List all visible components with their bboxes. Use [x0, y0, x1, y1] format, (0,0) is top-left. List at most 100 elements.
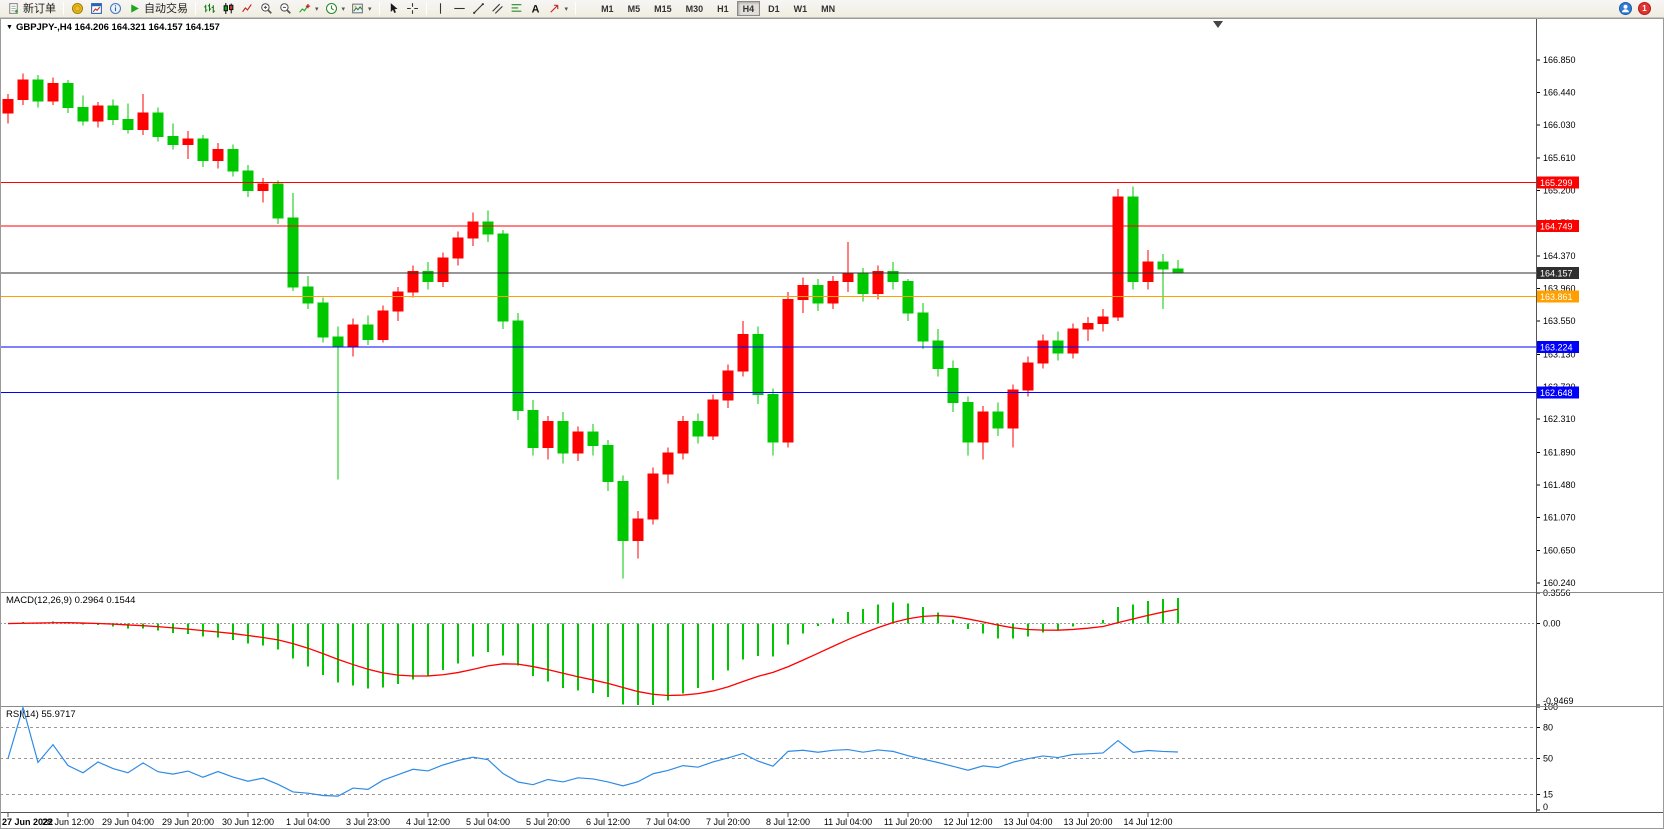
price-tick-label: 165.610	[1543, 153, 1576, 163]
notifications-button[interactable]: 1	[1638, 2, 1652, 16]
time-tick-label: 13 Jul 04:00	[1003, 817, 1052, 827]
support-line-163224[interactable]: 163.224	[0, 340, 1579, 353]
chart-canvas[interactable]: 166.850 166.440 166.030 165.610 165.200 164.7…	[0, 18, 1664, 829]
time-tick-label: 7 Jul 20:00	[706, 817, 750, 827]
periods-button[interactable]: ▾	[322, 1, 349, 17]
auto-trading-button[interactable]: 自动交易	[125, 1, 191, 17]
time-tick-label: 30 Jun 12:00	[222, 817, 274, 827]
toolbar-right-group: 1	[1619, 2, 1660, 16]
data-window-button[interactable]	[87, 1, 106, 17]
trendline-button[interactable]	[469, 1, 488, 17]
candlestick-chart-button[interactable]	[219, 1, 238, 17]
price-tick-label: 163.960	[1543, 284, 1576, 294]
notification-count-badge: 1	[1642, 3, 1647, 13]
time-tick-label: 3 Jul 23:00	[346, 817, 390, 827]
bid-price-line[interactable]: 164.157	[0, 267, 1579, 280]
market-watch-button[interactable]	[68, 1, 87, 17]
toolbar-separator	[575, 2, 577, 15]
timeframe-d1-button[interactable]: D1	[762, 1, 786, 16]
price-tick-label: 161.890	[1543, 447, 1576, 457]
community-button[interactable]	[1619, 2, 1633, 16]
time-tick-label: 28 Jun 12:00	[42, 817, 94, 827]
cursor-button[interactable]	[384, 1, 403, 17]
rsi-line	[7, 705, 1179, 797]
price-tick-label: 166.440	[1543, 87, 1576, 97]
templates-button[interactable]: ▾	[348, 1, 375, 17]
timeframe-w1-button[interactable]: W1	[788, 1, 814, 16]
toolbar-separator	[425, 2, 427, 15]
vertical-line-button[interactable]	[431, 1, 450, 17]
indicators-button[interactable]: ▾	[295, 1, 322, 17]
price-tag-label: 165.299	[1540, 178, 1573, 188]
price-tick-label: 162.310	[1543, 414, 1576, 424]
toolbar-separator	[378, 2, 380, 15]
time-tick-label: 29 Jun 20:00	[162, 817, 214, 827]
zoom-out-button[interactable]	[276, 1, 295, 17]
new-order-button[interactable]: 新订单	[4, 1, 59, 17]
candles-layer[interactable]	[2, 73, 1184, 579]
bar-chart-button[interactable]	[200, 1, 219, 17]
price-tick-label: 161.070	[1543, 512, 1576, 522]
zoom-in-button[interactable]	[257, 1, 276, 17]
time-tick-label: 11 Jul 04:00	[824, 817, 872, 827]
timeframe-h4-button[interactable]: H4	[736, 1, 761, 16]
chart-context-arrow-icon[interactable]: ▼	[6, 24, 13, 31]
price-tick-label: 163.130	[1543, 349, 1576, 359]
macd-scale-label: 0.00	[1543, 619, 1561, 629]
price-tag-label: 162.648	[1540, 388, 1573, 398]
arrows-button[interactable]: ▾	[545, 1, 572, 17]
toolbar-separator	[63, 2, 64, 15]
support-line-162648[interactable]: 162.648	[0, 386, 1579, 399]
price-tick-label: 166.030	[1543, 120, 1576, 130]
timeframe-mn-button[interactable]: MN	[815, 1, 841, 16]
time-tick-label: 5 Jul 04:00	[466, 817, 510, 827]
time-tick-label: 14 Jul 12:00	[1123, 817, 1172, 827]
macd-signal-line	[7, 608, 1179, 697]
macd-scale-label: -0.9469	[1543, 696, 1574, 706]
time-tick-label: 4 Jul 12:00	[406, 817, 450, 827]
chevron-down-icon: ▾	[564, 5, 569, 13]
timeframe-m15-button[interactable]: M15	[648, 1, 678, 16]
fibonacci-button[interactable]	[507, 1, 526, 17]
price-tag-label: 164.749	[1540, 222, 1573, 232]
price-tag-label: 164.157	[1540, 269, 1573, 279]
crosshair-button[interactable]	[403, 1, 422, 17]
resistance-line-164749[interactable]: 164.749	[0, 220, 1579, 233]
time-tick-label: 5 Jul 20:00	[526, 817, 570, 827]
text-button[interactable]: A	[526, 1, 545, 17]
resistance-line-165299[interactable]: 165.299	[0, 176, 1579, 189]
price-tick-label: 160.240	[1543, 578, 1576, 588]
time-tick-label: 1 Jul 04:00	[286, 817, 330, 827]
pivot-line-163861[interactable]: 163.861	[0, 290, 1579, 303]
price-tag-label: 163.224	[1540, 342, 1573, 352]
price-tick-label: 160.650	[1543, 546, 1576, 556]
time-tick-label: 12 Jul 12:00	[943, 817, 992, 827]
chart-shift-marker[interactable]	[1213, 21, 1223, 28]
price-tick-label: 164.370	[1543, 251, 1576, 261]
rsi-scale-label: 50	[1543, 754, 1553, 764]
price-tick-label: 161.480	[1543, 480, 1576, 490]
timeframe-m1-button[interactable]: M1	[595, 1, 620, 16]
chevron-down-icon: ▾	[368, 5, 372, 13]
time-tick-label: 13 Jul 20:00	[1063, 817, 1112, 827]
time-tick-label: 29 Jun 04:00	[102, 817, 154, 827]
new-order-button-label: 新订单	[23, 2, 56, 15]
chart-window: 166.850 166.440 166.030 165.610 165.200 164.7…	[0, 18, 1664, 829]
price-tick-label: 165.200	[1543, 186, 1576, 196]
timeframe-m5-button[interactable]: M5	[622, 1, 647, 16]
horizontal-line-button[interactable]	[450, 1, 469, 17]
chevron-down-icon: ▾	[315, 5, 319, 13]
navigator-button[interactable]	[106, 1, 125, 17]
line-chart-button[interactable]	[238, 1, 257, 17]
auto-trading-button-label: 自动交易	[144, 2, 188, 15]
time-tick-label: 7 Jul 04:00	[646, 817, 690, 827]
timeframe-h1-button[interactable]: H1	[711, 1, 735, 16]
price-tick-label: 166.850	[1543, 55, 1576, 65]
timeframe-m30-button[interactable]: M30	[680, 1, 710, 16]
rsi-scale-label: 15	[1543, 790, 1553, 800]
svg-text:A: A	[531, 3, 539, 15]
time-tick-label: 8 Jul 12:00	[766, 817, 810, 827]
channel-button[interactable]	[488, 1, 507, 17]
